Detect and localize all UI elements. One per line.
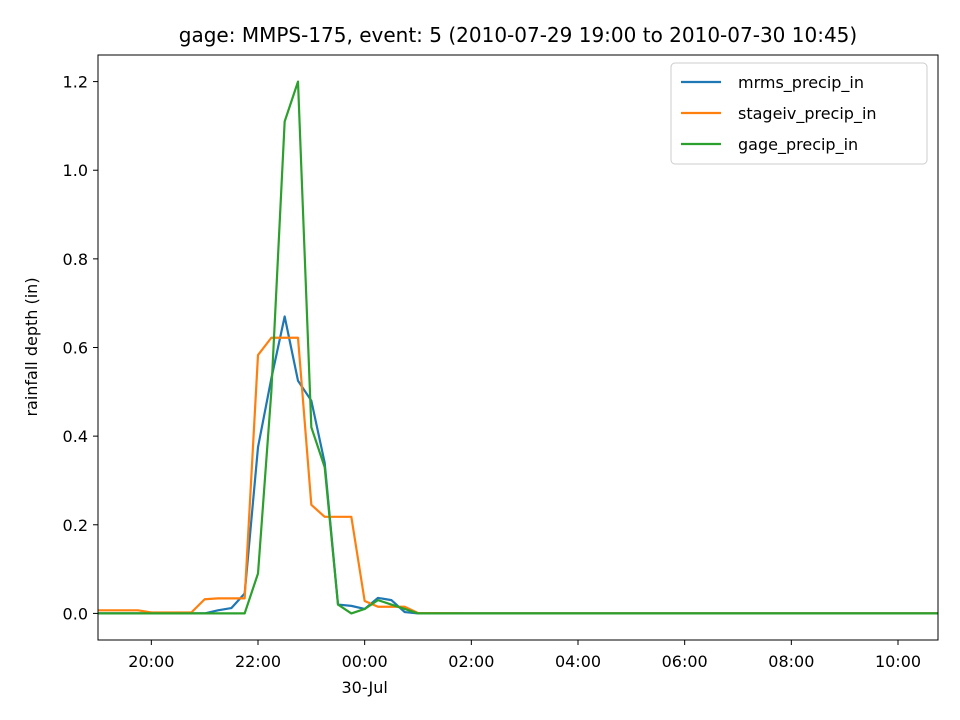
series-line-mrms-precip-in — [98, 315, 938, 615]
y-tick-label: 1.0 — [63, 161, 88, 180]
x-axis: 20:00 22:00 00:00 30-Jul 02:00 04:00 06:00 08:0… — [128, 640, 921, 697]
chart-title: gage: MMPS-175, event: 5 (2010-07-29 19:… — [179, 23, 857, 47]
lines-layer — [98, 80, 938, 615]
x-tick-label: 00:00 — [342, 652, 388, 671]
y-tick-label: 0.0 — [63, 604, 88, 623]
y-tick-label: 0.4 — [63, 427, 88, 446]
legend-label: mrms_precip_in — [738, 73, 864, 93]
x-tick-label: 08:00 — [768, 652, 814, 671]
y-axis: 0.0 0.2 0.4 0.6 0.8 1.0 1.2 — [63, 73, 98, 623]
x-tick-label: 20:00 — [128, 652, 174, 671]
y-tick-label: 1.2 — [63, 73, 88, 92]
x-tick-label: 02:00 — [448, 652, 494, 671]
y-tick-label: 0.6 — [63, 339, 88, 358]
legend-label: gage_precip_in — [738, 135, 858, 155]
x-tick-label: 06:00 — [662, 652, 708, 671]
y-axis-label: rainfall depth (in) — [22, 277, 41, 416]
y-tick-label: 0.2 — [63, 516, 88, 535]
legend: mrms_precip_in stageiv_precip_in gage_prec… — [670, 62, 928, 165]
x-tick-sublabel: 30-Jul — [342, 678, 388, 697]
legend-label: stageiv_precip_in — [738, 104, 877, 124]
series-line-gage-precip-in — [98, 80, 938, 615]
series-line-stageiv-precip-in — [98, 336, 938, 615]
x-tick-label: 10:00 — [875, 652, 921, 671]
x-tick-label: 22:00 — [235, 652, 281, 671]
legend-box — [670, 62, 928, 165]
y-tick-label: 0.8 — [63, 250, 88, 269]
x-tick-label: 04:00 — [555, 652, 601, 671]
